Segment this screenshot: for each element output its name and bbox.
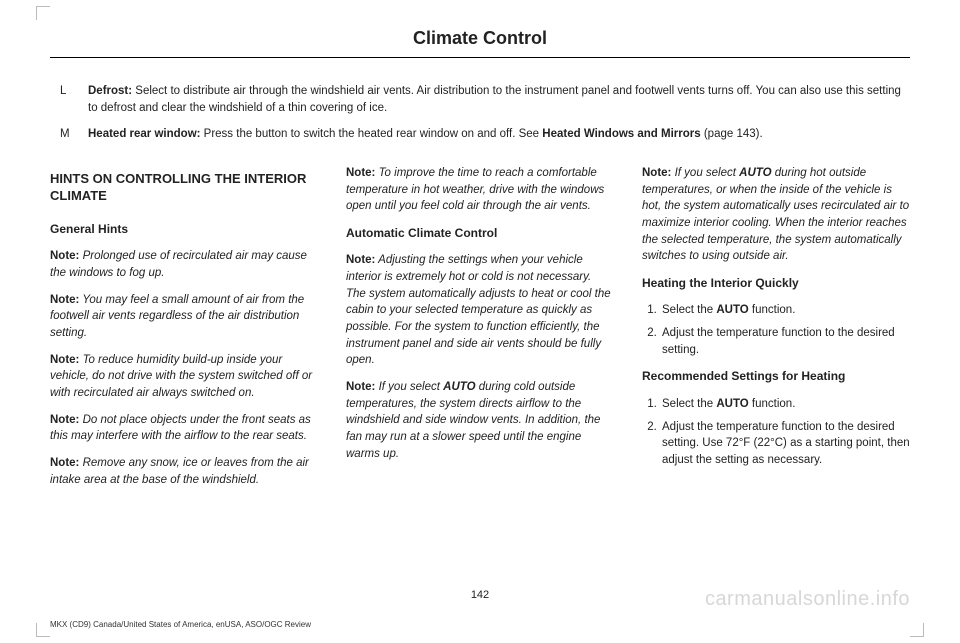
columns: HINTS ON CONTROLLING THE INTERIOR CLIMAT… bbox=[50, 165, 910, 498]
hints-heading: HINTS ON CONTROLLING THE INTERIOR CLIMAT… bbox=[50, 171, 318, 205]
note-text: during hot outside temperatures, or when… bbox=[642, 167, 909, 262]
note-label: Note: bbox=[50, 414, 79, 426]
step-text: function. bbox=[749, 304, 796, 316]
auto-word: AUTO bbox=[739, 167, 771, 179]
heating-quickly-sub: Heating the Interior Quickly bbox=[642, 275, 910, 292]
note: Note: Remove any snow, ice or leaves fro… bbox=[50, 455, 318, 488]
recommended-heating-sub: Recommended Settings for Heating bbox=[642, 368, 910, 385]
item-desc: Heated rear window: Press the button to … bbox=[88, 126, 910, 143]
note: Note: You may feel a small amount of air… bbox=[50, 292, 318, 342]
heating-steps: Select the AUTO function. Adjust the tem… bbox=[642, 302, 910, 358]
top-item-m: M Heated rear window: Press the button t… bbox=[50, 126, 910, 143]
note-label: Note: bbox=[50, 354, 79, 366]
item-letter: M bbox=[50, 126, 88, 143]
step-text: Select the bbox=[662, 398, 716, 410]
item-text: Select to distribute air through the win… bbox=[88, 85, 901, 114]
top-items: L Defrost: Select to distribute air thro… bbox=[50, 83, 910, 143]
column-3: Note: If you select AUTO during hot outs… bbox=[642, 165, 910, 498]
note: Note: If you select AUTO during cold out… bbox=[346, 379, 614, 462]
cropmark bbox=[36, 6, 50, 20]
watermark: carmanualsonline.info bbox=[705, 588, 910, 611]
footer-code: MKX (CD9) Canada/United States of Americ… bbox=[50, 620, 311, 629]
page-title: Climate Control bbox=[50, 28, 910, 57]
step: Adjust the temperature function to the d… bbox=[660, 325, 910, 358]
auto-word: AUTO bbox=[716, 304, 748, 316]
note: Note: Prolonged use of recirculated air … bbox=[50, 248, 318, 281]
step: Select the AUTO function. bbox=[660, 302, 910, 319]
auto-word: AUTO bbox=[443, 381, 475, 393]
item-label: Defrost: bbox=[88, 85, 132, 97]
step-text: Select the bbox=[662, 304, 716, 316]
note-text: Remove any snow, ice or leaves from the … bbox=[50, 457, 309, 486]
note-text: Prolonged use of recirculated air may ca… bbox=[50, 250, 307, 279]
note: Note: Adjusting the settings when your v… bbox=[346, 252, 614, 369]
note-text: If you select bbox=[375, 381, 443, 393]
item-label: Heated rear window: bbox=[88, 128, 200, 140]
note: Note: To improve the time to reach a com… bbox=[346, 165, 614, 215]
note-text: Adjusting the settings when your vehicle… bbox=[346, 254, 611, 366]
note-label: Note: bbox=[346, 167, 375, 179]
column-1: HINTS ON CONTROLLING THE INTERIOR CLIMAT… bbox=[50, 165, 318, 498]
cropmark bbox=[36, 623, 50, 637]
note-label: Note: bbox=[346, 381, 375, 393]
auto-climate-sub: Automatic Climate Control bbox=[346, 225, 614, 242]
item-desc: Defrost: Select to distribute air throug… bbox=[88, 83, 910, 116]
column-2: Note: To improve the time to reach a com… bbox=[346, 165, 614, 498]
item-letter: L bbox=[50, 83, 88, 116]
note-text: Do not place objects under the front sea… bbox=[50, 414, 311, 443]
note-text: You may feel a small amount of air from … bbox=[50, 294, 304, 339]
see-after: (page 143). bbox=[701, 128, 763, 140]
see-ref: Heated Windows and Mirrors bbox=[542, 128, 700, 140]
recommended-steps: Select the AUTO function. Adjust the tem… bbox=[642, 396, 910, 469]
item-text-a: Press the button to switch the heated re… bbox=[200, 128, 542, 140]
step-text: function. bbox=[749, 398, 796, 410]
note-text: To reduce humidity build-up inside your … bbox=[50, 354, 312, 399]
note: Note: If you select AUTO during hot outs… bbox=[642, 165, 910, 265]
note: Note: To reduce humidity build-up inside… bbox=[50, 352, 318, 402]
note-label: Note: bbox=[50, 294, 79, 306]
step: Select the AUTO function. bbox=[660, 396, 910, 413]
note-label: Note: bbox=[346, 254, 375, 266]
note-text: If you select bbox=[671, 167, 739, 179]
auto-word: AUTO bbox=[716, 398, 748, 410]
note-text: To improve the time to reach a comfortab… bbox=[346, 167, 604, 212]
step: Adjust the temperature function to the d… bbox=[660, 419, 910, 469]
note: Note: Do not place objects under the fro… bbox=[50, 412, 318, 445]
cropmark bbox=[910, 623, 924, 637]
header-rule bbox=[50, 57, 910, 58]
note-label: Note: bbox=[642, 167, 671, 179]
note-label: Note: bbox=[50, 250, 79, 262]
top-item-l: L Defrost: Select to distribute air thro… bbox=[50, 83, 910, 116]
general-hints-sub: General Hints bbox=[50, 221, 318, 238]
note-label: Note: bbox=[50, 457, 79, 469]
